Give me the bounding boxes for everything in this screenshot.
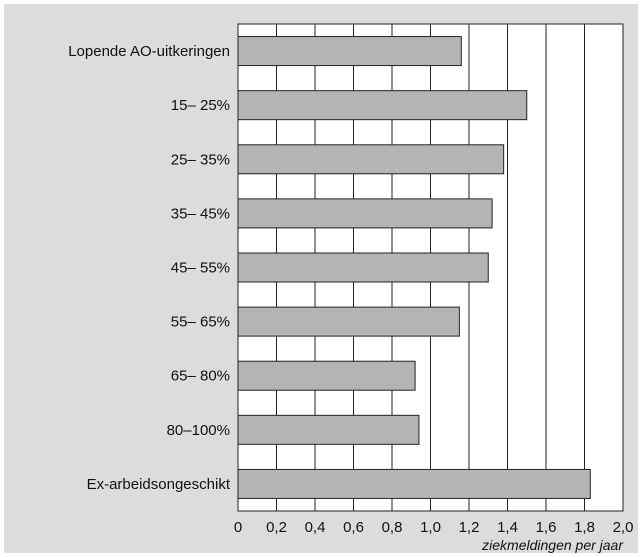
x-tick-label: 0 xyxy=(234,519,242,536)
category-label: 15– 25% xyxy=(171,97,230,114)
x-axis-title: ziekmeldingen per jaar xyxy=(481,537,624,553)
x-tick-label: 1,8 xyxy=(574,519,595,536)
bar xyxy=(237,198,493,229)
bar xyxy=(237,468,591,499)
category-label: 80–100% xyxy=(167,422,230,439)
bar xyxy=(237,414,420,445)
x-tick-label: 0,8 xyxy=(382,519,403,536)
category-labels: Lopende AO-uitkeringen 15– 25% 25– 35% 35– … xyxy=(68,43,231,493)
category-label: 55– 65% xyxy=(171,314,230,331)
x-tick-label: 2,0 xyxy=(613,519,634,536)
x-tick-labels: 0 0,2 0,4 0,6 0,8 1,0 1,2 1,4 1,6 1,8 2,0 xyxy=(234,519,634,536)
category-label: 65– 80% xyxy=(171,368,230,385)
x-tick-label: 0,4 xyxy=(305,519,326,536)
category-label: 45– 55% xyxy=(171,260,230,277)
bar xyxy=(237,360,416,391)
x-tick-label: 1,2 xyxy=(459,519,480,536)
bar-chart: Lopende AO-uitkeringen 15– 25% 25– 35% 35– … xyxy=(68,23,634,553)
category-label: 35– 45% xyxy=(171,205,230,222)
x-tick-label: 1,6 xyxy=(536,519,557,536)
x-tick-label: 0,2 xyxy=(266,519,287,536)
bar xyxy=(237,252,489,283)
category-label: Ex-arbeidsongeschikt xyxy=(87,476,231,493)
x-tick-label: 0,6 xyxy=(343,519,364,536)
bar xyxy=(237,306,460,337)
bars xyxy=(237,36,591,499)
bar xyxy=(237,144,505,175)
bar xyxy=(237,36,462,67)
x-tick-label: 1,0 xyxy=(420,519,441,536)
category-label: Lopende AO-uitkeringen xyxy=(68,43,230,60)
x-tick-label: 1,4 xyxy=(497,519,518,536)
chart-figure: Lopende AO-uitkeringen 15– 25% 25– 35% 35– … xyxy=(4,4,638,553)
category-label: 25– 35% xyxy=(171,151,230,168)
bar xyxy=(237,90,528,121)
